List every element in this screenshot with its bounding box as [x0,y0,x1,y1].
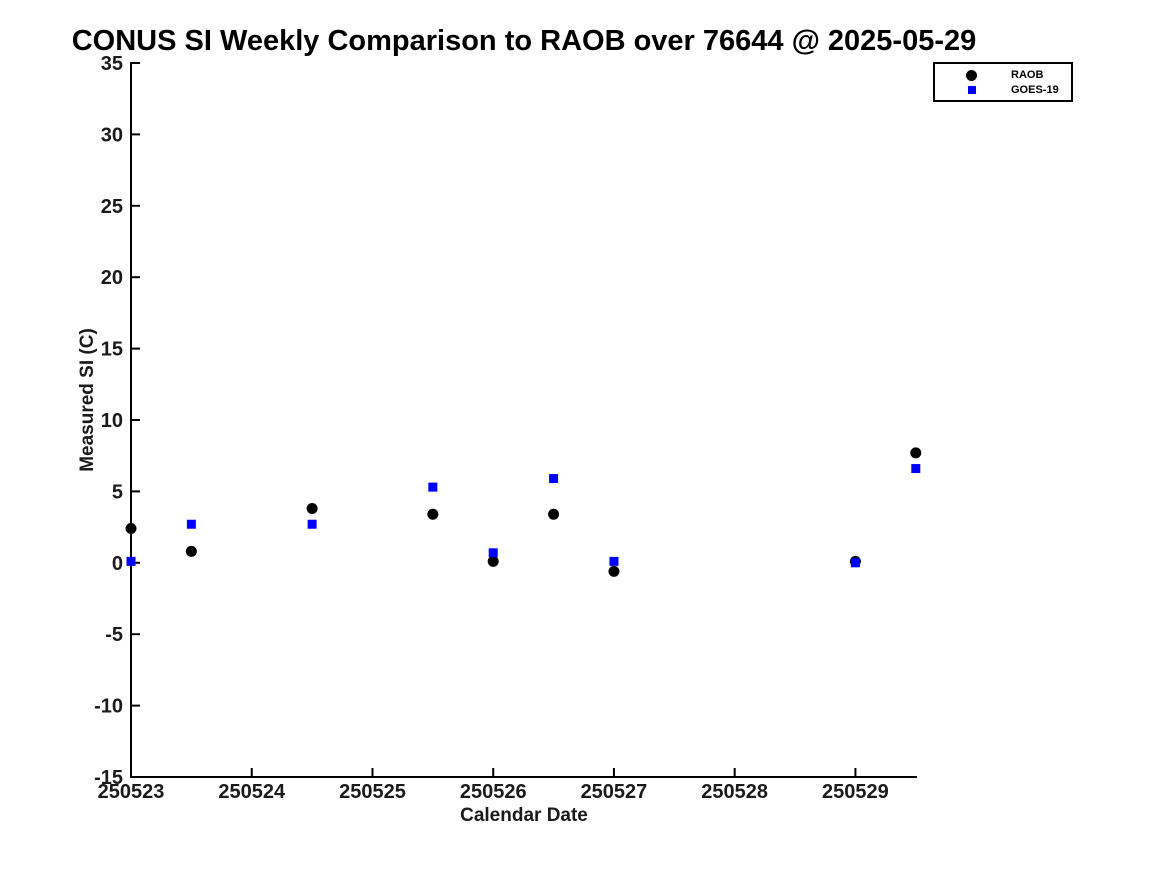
y-tick-label: -15 [94,767,123,789]
x-tick-label: 250526 [460,781,527,803]
x-tick-label: 250524 [218,781,286,803]
x-tick-label: 250525 [339,781,406,803]
data-point-goes-19 [549,474,559,484]
y-tick-label: 30 [101,124,123,146]
data-point-raob [548,508,560,520]
data-point-raob [427,508,439,520]
data-point-raob [306,503,318,515]
legend: RAOB GOES-19 [933,62,1073,102]
y-tick-label: 10 [101,410,123,432]
data-point-goes-19 [428,482,438,492]
legend-label-raob: RAOB [1011,69,1044,81]
y-tick-label: -10 [94,696,123,718]
x-tick-label: 250527 [581,781,648,803]
goes19-marker-icon [968,86,976,94]
legend-label-goes19: GOES-19 [1011,84,1059,96]
x-tick-label: 250528 [701,781,768,803]
data-point-goes-19 [850,558,860,568]
data-point-goes-19 [911,464,921,474]
data-point-raob [487,555,499,567]
data-point-raob [910,447,922,459]
y-tick-label: 25 [101,196,123,218]
data-point-raob [125,523,137,535]
raob-marker-icon [966,70,977,81]
x-tick-label: 250529 [822,781,889,803]
data-point-raob [185,545,197,557]
y-tick-label: 35 [101,53,123,75]
data-point-goes-19 [307,519,317,529]
y-tick-label: 0 [112,553,123,575]
y-tick-label: 15 [101,339,123,361]
y-axis-label: Measured SI (C) [77,328,98,472]
chart-title: CONUS SI Weekly Comparison to RAOB over … [71,25,977,57]
data-point-goes-19 [488,548,498,558]
data-point-goes-19 [609,556,619,566]
x-axis-label: Calendar Date [460,805,588,826]
data-point-goes-19 [126,556,136,566]
data-point-goes-19 [186,519,196,529]
data-point-raob [608,565,620,577]
x-tick-label: 250523 [98,781,165,803]
y-tick-label: 5 [112,481,123,503]
y-tick-label: -5 [105,624,123,646]
y-tick-label: 20 [101,267,123,289]
